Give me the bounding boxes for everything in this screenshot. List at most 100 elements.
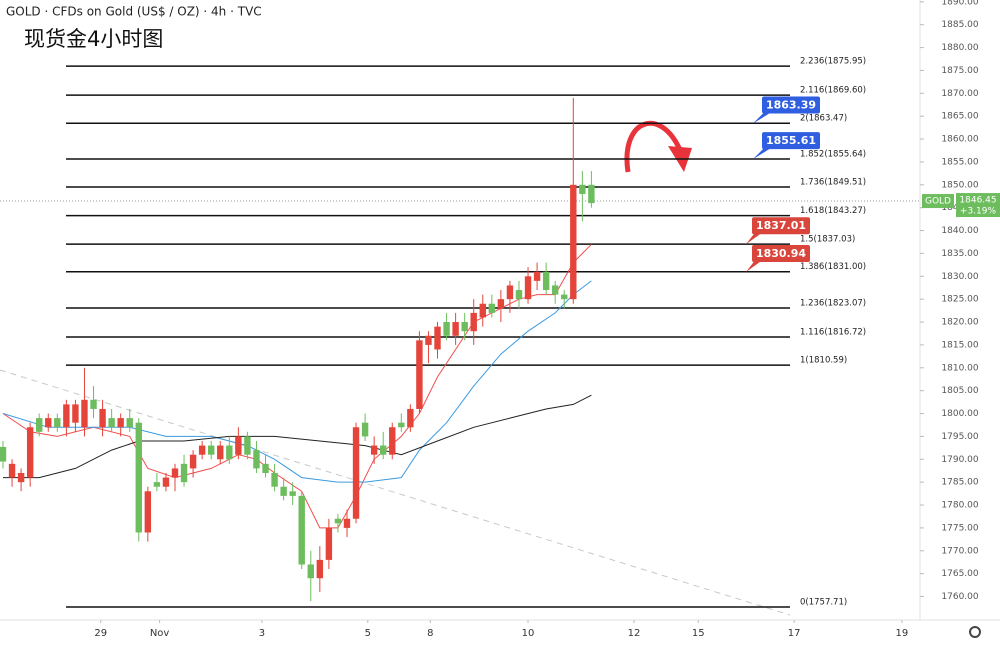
fib-label: 1.618(1843.27) bbox=[800, 206, 866, 216]
candle-body bbox=[452, 322, 459, 336]
callout-pointer bbox=[746, 231, 764, 245]
candle-body bbox=[8, 463, 16, 478]
fib-label: 1.116(1816.72) bbox=[800, 328, 866, 338]
candle-body bbox=[81, 399, 88, 428]
y-tick-label: 1860.00 bbox=[941, 135, 978, 145]
fib-label: 1.236(1823.07) bbox=[800, 298, 866, 308]
y-tick-label: 1770.00 bbox=[941, 546, 978, 556]
candle-body bbox=[262, 463, 269, 473]
candle-body bbox=[389, 427, 396, 455]
candle-body bbox=[171, 468, 179, 478]
gear[interactable] bbox=[969, 626, 981, 638]
candle-body bbox=[17, 472, 25, 483]
candle-body bbox=[443, 322, 450, 336]
candle-body bbox=[0, 446, 7, 462]
y-tick-label: 1815.00 bbox=[941, 340, 978, 350]
chart-title: 现货金4小时图 bbox=[24, 27, 163, 51]
candle-body bbox=[497, 299, 505, 309]
candle-body bbox=[370, 445, 378, 455]
y-tick-label: 1885.00 bbox=[941, 20, 978, 30]
candle-body bbox=[316, 559, 324, 579]
header: GOLD · CFDs on Gold (US$ / OZ) · 4h · TV… bbox=[6, 5, 262, 19]
candle-body bbox=[235, 436, 242, 455]
candle-body bbox=[461, 322, 468, 332]
x-tick-label: 10 bbox=[522, 628, 535, 639]
y-tick-label: 1830.00 bbox=[941, 272, 978, 282]
callout-label: 1863.39 bbox=[766, 99, 816, 112]
candle-body bbox=[198, 445, 206, 455]
y-tick-label: 1870.00 bbox=[941, 89, 978, 99]
candle-body bbox=[542, 271, 550, 291]
candle-body bbox=[271, 472, 278, 487]
candle-body bbox=[570, 184, 577, 300]
y-tick-label: 1835.00 bbox=[941, 249, 978, 259]
candle-body bbox=[36, 418, 43, 432]
y-tick-label: 1795.00 bbox=[941, 432, 978, 442]
candle-body bbox=[551, 285, 559, 295]
candle-body bbox=[325, 527, 333, 560]
callout-label: 1837.01 bbox=[756, 219, 806, 232]
x-tick-label: 5 bbox=[365, 628, 371, 639]
y-tick-label: 1765.00 bbox=[941, 569, 978, 579]
candle-body bbox=[144, 491, 152, 533]
symbol-tag bbox=[922, 194, 954, 209]
candle-body bbox=[54, 418, 61, 428]
callout-label: 1855.61 bbox=[766, 134, 816, 147]
x-tick-label: 3 bbox=[259, 628, 265, 639]
y-tick-label: 1780.00 bbox=[941, 501, 978, 511]
candle-body bbox=[244, 436, 251, 455]
candle-body bbox=[208, 445, 215, 455]
x-tick-label: Nov bbox=[150, 628, 170, 639]
y-tick-label: 1875.00 bbox=[941, 66, 978, 76]
trendline bbox=[0, 369, 791, 616]
callout-pointer bbox=[753, 146, 774, 160]
candle-body bbox=[488, 303, 496, 313]
y-tick-label: 1800.00 bbox=[941, 409, 978, 419]
candle-body bbox=[226, 445, 233, 460]
candle-body bbox=[117, 418, 124, 428]
fib-label: 2(1863.47) bbox=[800, 114, 847, 124]
settings-icon[interactable] bbox=[969, 626, 981, 638]
y-tick-label: 1790.00 bbox=[941, 455, 978, 465]
candle-body bbox=[99, 408, 106, 428]
y-tick-label: 1760.00 bbox=[941, 592, 978, 602]
fib-label: 1(1810.59) bbox=[800, 356, 847, 366]
candle-body bbox=[280, 486, 287, 496]
y-tick-label: 1785.00 bbox=[941, 478, 978, 488]
candle-body bbox=[515, 290, 523, 300]
y-tick-label: 1880.00 bbox=[941, 43, 978, 53]
x-tick-label: 17 bbox=[788, 628, 801, 639]
callout-box bbox=[752, 244, 810, 262]
fib-label: 1.5(1837.03) bbox=[800, 235, 855, 245]
candle-body bbox=[63, 404, 70, 428]
moving-average bbox=[2, 243, 592, 529]
symbol-label: GOLD bbox=[925, 197, 951, 207]
x-tick-label: 19 bbox=[896, 628, 909, 639]
candle-body bbox=[307, 564, 314, 579]
candle-body bbox=[506, 285, 514, 300]
candle-body bbox=[189, 454, 197, 469]
fib-label: 2.116(1869.60) bbox=[800, 86, 866, 96]
candle-body bbox=[289, 491, 296, 496]
candle-body bbox=[434, 326, 441, 350]
y-tick-label: 1850.00 bbox=[941, 180, 978, 190]
candle-body bbox=[90, 399, 97, 409]
moving-average bbox=[3, 394, 592, 479]
y-tick-label: 1855.00 bbox=[941, 157, 978, 167]
candle-body bbox=[588, 184, 595, 204]
candle-body bbox=[425, 335, 432, 345]
fib-label: 1.386(1831.00) bbox=[800, 262, 866, 272]
price-tag bbox=[956, 193, 1000, 218]
y-tick-label: 1890.00 bbox=[941, 0, 978, 7]
fib-label: 2.236(1875.95) bbox=[800, 57, 866, 67]
callout-box bbox=[762, 132, 820, 150]
candle-body bbox=[217, 445, 224, 460]
fib-label: 0(1757.71) bbox=[800, 597, 847, 607]
x-tick-label: 12 bbox=[628, 628, 641, 639]
price-label: 1846.45 bbox=[959, 196, 996, 206]
callout-box bbox=[752, 217, 810, 235]
candle-body bbox=[524, 276, 532, 300]
candle-body bbox=[180, 463, 188, 483]
candle-body bbox=[561, 294, 568, 300]
